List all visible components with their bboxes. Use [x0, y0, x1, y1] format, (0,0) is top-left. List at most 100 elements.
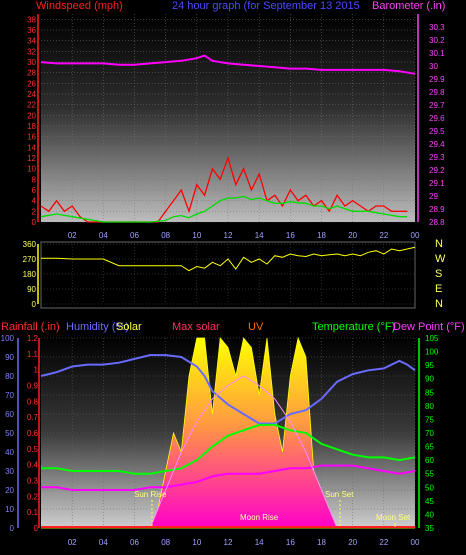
wind-x-tick-label: 00	[411, 231, 420, 240]
temperature-tick-label: 55	[425, 470, 434, 479]
barometer-axis-title: Barometer (.in)	[372, 0, 445, 12]
combined-x-tick-label: 06	[130, 538, 139, 547]
humidity-tick-label: 40	[5, 448, 14, 457]
barometer-tick-label: 30.2	[429, 36, 445, 45]
wind-x-tick-label: 14	[255, 231, 264, 240]
direction-tick-label: 360	[23, 240, 37, 249]
wind-panel-grid	[41, 14, 416, 223]
humidity-tick-label: 70	[5, 391, 14, 400]
temperature-tick-label: 45	[425, 497, 434, 506]
humidity-tick-label: 30	[5, 467, 14, 476]
wind-tick-label: 0	[32, 218, 37, 227]
humidity-tick-label: 50	[5, 429, 14, 438]
temperature-tick-label: 50	[425, 483, 434, 492]
humidity-tick-label: 0	[10, 524, 15, 533]
temperature-tick-label: 80	[425, 402, 434, 411]
series-line-wind-avg	[40, 195, 408, 223]
wind-tick-label: 8	[32, 175, 37, 184]
temperature-tick-label: 95	[425, 361, 434, 370]
humidity-tick-label: 80	[5, 372, 14, 381]
wind-tick-label: 10	[27, 165, 36, 174]
wind-x-tick-label: 08	[161, 231, 170, 240]
temperature-tick-label: 70	[425, 429, 434, 438]
wind-tick-label: 38	[27, 15, 36, 24]
wind-tick-label: 28	[27, 69, 36, 78]
temperature-tick-label: 85	[425, 388, 434, 397]
wind-x-tick-label: 20	[348, 231, 357, 240]
direction-tick-label: 90	[27, 285, 36, 294]
legend-solar: Solar	[116, 321, 142, 333]
legend-temperature: Temperature (°F)	[312, 321, 395, 333]
temperature-tick-label: 35	[425, 524, 434, 533]
combined-x-tick-label: 14	[255, 538, 264, 547]
temperature-tick-label: 40	[425, 510, 434, 519]
combined-x-tick-label: 20	[348, 538, 357, 547]
wind-x-tick-label: 12	[224, 231, 233, 240]
wind-x-tick-label: 16	[286, 231, 295, 240]
rainfall-tick-label: 0.2	[27, 492, 39, 501]
barometer-tick-label: 29.8	[429, 88, 445, 97]
rainfall-tick-label: 0.5	[27, 445, 39, 454]
rainfall-tick-label: 0.7	[27, 413, 39, 422]
sun-set-label: Sun Set	[325, 490, 354, 499]
wind-panel-background	[41, 14, 415, 222]
direction-tick-label: 0	[32, 300, 37, 309]
rainfall-tick-label: 0.1	[27, 508, 39, 517]
barometer-tick-label: 30.1	[429, 49, 445, 58]
wind-tick-label: 6	[32, 186, 37, 195]
humidity-tick-label: 100	[1, 334, 15, 343]
series-line-dew-point-f	[41, 464, 416, 491]
barometer-tick-label: 28.9	[429, 205, 445, 214]
barometer-tick-label: 30.3	[429, 23, 445, 32]
wind-tick-label: 36	[27, 26, 36, 35]
barometer-tick-label: 29.9	[429, 75, 445, 84]
wind-x-tick-label: 02	[68, 231, 77, 240]
combined-x-tick-label: 04	[99, 538, 108, 547]
temperature-tick-label: 60	[425, 456, 434, 465]
compass-label: N	[435, 298, 443, 310]
barometer-tick-label: 29.3	[429, 153, 445, 162]
barometer-tick-label: 29.2	[429, 166, 445, 175]
series-line-humidity	[40, 354, 416, 425]
rainfall-tick-label: 0.9	[27, 382, 39, 391]
direction-panel-marks	[41, 246, 416, 272]
series-line-barometer-in-	[40, 54, 416, 75]
wind-x-tick-label: 18	[317, 231, 326, 240]
wind-tick-label: 22	[27, 101, 36, 110]
combined-x-tick-label: 16	[286, 538, 295, 547]
humidity-tick-label: 90	[5, 353, 14, 362]
barometer-tick-label: 30	[429, 62, 438, 71]
rainfall-tick-label: 1.2	[27, 334, 39, 343]
direction-tick-label: 180	[23, 270, 37, 279]
combined-panel-marks	[40, 336, 416, 529]
rainfall-tick-label: 1	[34, 366, 39, 375]
wind-tick-label: 24	[27, 90, 36, 99]
temperature-tick-label: 65	[425, 443, 434, 452]
compass-label: W	[435, 253, 446, 265]
wind-tick-label: 16	[27, 133, 36, 142]
barometer-tick-label: 28.8	[429, 218, 445, 227]
moon-set-label: Moon Set	[376, 513, 411, 522]
wind-tick-label: 18	[27, 122, 36, 131]
humidity-tick-label: 20	[5, 486, 14, 495]
wind-x-tick-label: 10	[192, 231, 201, 240]
wind-tick-label: 14	[27, 143, 36, 152]
legend-max-solar: Max solar	[172, 321, 220, 333]
wind-tick-label: 34	[27, 37, 36, 46]
combined-x-tick-label: 10	[192, 538, 201, 547]
combined-x-tick-label: 00	[411, 538, 420, 547]
legend-dew-point: Dew Point (°F)	[393, 321, 465, 333]
barometer-tick-label: 29	[429, 192, 438, 201]
wind-tick-label: 20	[27, 111, 36, 120]
barometer-tick-label: 29.4	[429, 140, 445, 149]
wind-tick-label: 30	[27, 58, 36, 67]
wind-panel-marks	[40, 54, 416, 223]
barometer-tick-label: 29.6	[429, 114, 445, 123]
wind-tick-label: 2	[32, 207, 37, 216]
series-line-max-solar	[149, 375, 338, 529]
wind-tick-label: 4	[32, 197, 37, 206]
rainfall-tick-label: 0.3	[27, 477, 39, 486]
temperature-tick-label: 75	[425, 415, 434, 424]
wind-axis-title: Windspeed (mph)	[36, 0, 123, 12]
